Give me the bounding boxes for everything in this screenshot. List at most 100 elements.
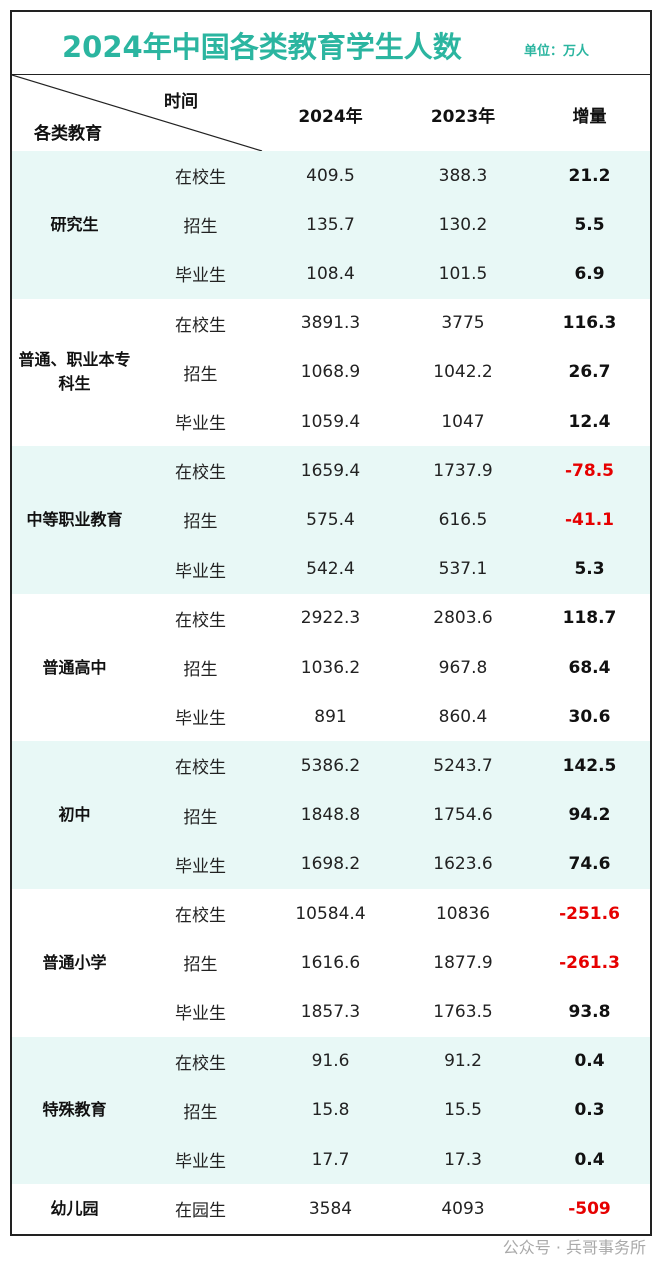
- value-2023: 616.5: [438, 509, 488, 530]
- row-subtype: 毕业生: [175, 1152, 226, 1173]
- row-subtype: 毕业生: [175, 709, 226, 730]
- value-2024: 17.7: [311, 1149, 350, 1170]
- table-row: 在校生 2922.3 2803.6 118.7: [12, 594, 650, 643]
- table-frame: 2024年中国各类教育学生人数 单位：万人 时间 各类教育 2024年 2023…: [10, 10, 652, 1236]
- row-subtype: 在校生: [175, 610, 226, 631]
- value-delta: 21.2: [568, 165, 611, 186]
- table-row: 毕业生 891 860.4 30.6: [12, 692, 650, 741]
- value-2024: 542.4: [306, 559, 355, 580]
- value-2024: 1848.8: [300, 805, 361, 826]
- page-title: 2024年中国各类教育学生人数: [62, 30, 462, 64]
- value-delta: 94.2: [568, 805, 611, 826]
- diagonal-divider: [12, 75, 263, 151]
- value-2024: 10584.4: [295, 903, 366, 924]
- value-delta: -509: [568, 1198, 611, 1219]
- value-2024: 5386.2: [300, 755, 361, 776]
- value-2023: 4093: [441, 1198, 485, 1219]
- value-2024: 91.6: [311, 1051, 350, 1072]
- value-2023: 1877.9: [433, 952, 493, 973]
- value-delta: -78.5: [565, 460, 614, 481]
- table-row: 招生 15.8 15.5 0.3: [12, 1086, 650, 1135]
- value-delta: 0.4: [574, 1051, 605, 1072]
- value-2024: 575.4: [306, 509, 355, 530]
- row-subtype: 在校生: [175, 758, 226, 779]
- category-label: 普通、职业本专科生: [18, 350, 131, 394]
- value-2023: 10836: [435, 903, 491, 924]
- category-group: 初中 在校生 5386.2 5243.7 142.5 招生 1848.8 1754.6 94.2…: [12, 741, 650, 889]
- category-group: 中等职业教育 在校生 1659.4 1737.9 -78.5 招生 575.4 616.5 -4…: [12, 446, 650, 594]
- value-2023: 17.3: [444, 1149, 482, 1170]
- value-2023: 1042.2: [433, 362, 493, 383]
- value-delta: -261.3: [559, 952, 620, 973]
- value-2024: 135.7: [306, 214, 355, 235]
- value-delta: 5.3: [574, 559, 605, 580]
- value-2023: 1623.6: [433, 854, 493, 875]
- category-label: 中等职业教育: [26, 509, 123, 529]
- row-subtype: 毕业生: [175, 856, 226, 877]
- value-2023: 537.1: [438, 559, 488, 580]
- value-delta: 12.4: [568, 411, 611, 432]
- header-time: 时间: [164, 92, 198, 112]
- value-delta: 6.9: [574, 263, 605, 284]
- value-delta: 142.5: [562, 755, 617, 776]
- value-2024: 1659.4: [300, 460, 361, 481]
- table-row: 在园生 3584 4093 -509: [12, 1184, 650, 1233]
- table-row: 毕业生 1059.4 1047 12.4: [12, 397, 650, 446]
- row-subtype: 招生: [183, 364, 218, 385]
- table-row: 招生 1068.9 1042.2 26.7: [12, 348, 650, 397]
- table-row: 在校生 5386.2 5243.7 142.5: [12, 741, 650, 790]
- row-subtype: 招生: [183, 955, 218, 976]
- value-delta: 118.7: [562, 608, 617, 629]
- row-subtype: 毕业生: [175, 1004, 226, 1025]
- category-label: 特殊教育: [42, 1100, 107, 1120]
- row-subtype: 毕业生: [175, 561, 226, 582]
- row-subtype: 在校生: [175, 1053, 226, 1074]
- value-2024: 1698.2: [300, 854, 361, 875]
- value-delta: 93.8: [568, 1001, 611, 1022]
- value-2024: 2922.3: [300, 608, 361, 629]
- value-2024: 3584: [308, 1198, 353, 1219]
- table-row: 毕业生 542.4 537.1 5.3: [12, 545, 650, 594]
- category-label: 普通小学: [42, 952, 107, 972]
- table-row: 毕业生 17.7 17.3 0.4: [12, 1135, 650, 1184]
- value-delta: 74.6: [568, 854, 611, 875]
- table-row: 毕业生 1857.3 1763.5 93.8: [12, 987, 650, 1036]
- table-row: 毕业生 108.4 101.5 6.9: [12, 249, 650, 298]
- row-subtype: 毕业生: [175, 266, 226, 287]
- category-group: 研究生 在校生 409.5 388.3 21.2 招生 135.7 130.2 5.5 毕业生 10…: [12, 151, 650, 299]
- table-row: 在校生 1659.4 1737.9 -78.5: [12, 446, 650, 495]
- table-row: 在校生 3891.3 3775 116.3: [12, 299, 650, 348]
- value-delta: 0.4: [574, 1149, 605, 1170]
- value-2023: 1754.6: [433, 805, 493, 826]
- row-subtype: 在校生: [175, 168, 226, 189]
- category-group: 普通高中 在校生 2922.3 2803.6 118.7 招生 1036.2 967.8 68.…: [12, 594, 650, 742]
- table-row: 在校生 10584.4 10836 -251.6: [12, 889, 650, 938]
- table-row: 在校生 409.5 388.3 21.2: [12, 151, 650, 200]
- value-2024: 1036.2: [300, 657, 361, 678]
- value-delta: 5.5: [574, 214, 605, 235]
- value-2024: 891: [314, 706, 347, 727]
- table-row: 招生 1036.2 967.8 68.4: [12, 643, 650, 692]
- value-2024: 1616.6: [300, 952, 361, 973]
- row-subtype: 在校生: [175, 906, 226, 927]
- value-2023: 967.8: [438, 657, 488, 678]
- category-label: 研究生: [50, 214, 99, 234]
- category-group: 普通、职业本专科生 在校生 3891.3 3775 116.3 招生 1068.9 1042.…: [12, 299, 650, 447]
- value-2024: 3891.3: [300, 313, 361, 334]
- value-2023: 1737.9: [433, 460, 493, 481]
- table-row: 在校生 91.6 91.2 0.4: [12, 1037, 650, 1086]
- value-delta: 116.3: [562, 313, 617, 334]
- value-2023: 5243.7: [433, 755, 493, 776]
- value-2023: 860.4: [438, 706, 488, 727]
- value-2023: 1763.5: [433, 1001, 493, 1022]
- table-row: 毕业生 1698.2 1623.6 74.6: [12, 840, 650, 889]
- value-delta: 0.3: [574, 1100, 605, 1121]
- value-2023: 101.5: [438, 263, 488, 284]
- row-subtype: 毕业生: [175, 414, 226, 435]
- value-2024: 1059.4: [300, 411, 361, 432]
- value-2023: 130.2: [438, 214, 488, 235]
- value-delta: 30.6: [568, 706, 611, 727]
- header-2023: 2023年: [430, 107, 496, 127]
- value-2023: 15.5: [444, 1100, 482, 1121]
- value-delta: -251.6: [559, 903, 620, 924]
